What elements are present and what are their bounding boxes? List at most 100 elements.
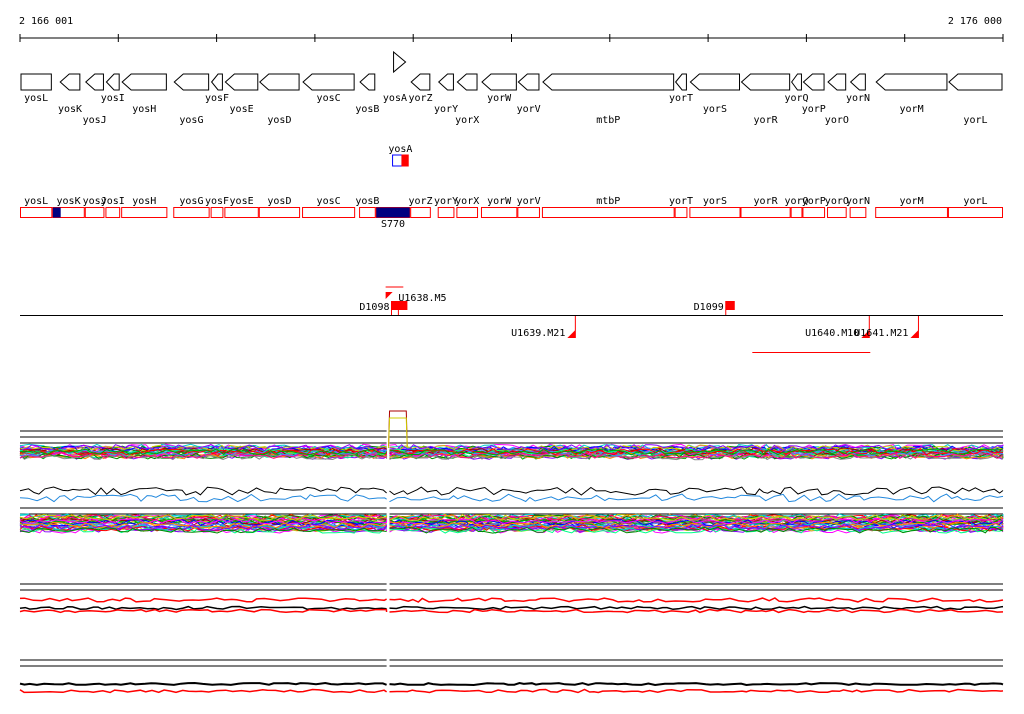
- gene-label-yorY: yorY: [434, 104, 458, 115]
- signal-line: [19, 448, 1004, 456]
- signal-line: [19, 526, 1004, 534]
- gene-arrow-yosD: [259, 73, 300, 91]
- feature-label-yosG: yosG: [179, 196, 203, 207]
- gene-label-yorM: yorM: [900, 104, 924, 115]
- gene-label-mtbP: mtbP: [596, 115, 620, 126]
- gene-label-yorL: yorL: [963, 115, 987, 126]
- feature-label-yosE: yosE: [230, 196, 254, 207]
- feature-label-yorN: yorN: [846, 196, 870, 207]
- feature-label-yosH: yosH: [132, 196, 156, 207]
- signal-tracks: [19, 410, 1004, 694]
- gene-arrow-yorQ: [791, 73, 802, 91]
- feature-label-yorZ: yorZ: [408, 196, 432, 207]
- feature-box-yorZ: [410, 207, 431, 218]
- gene-label-yosL: yosL: [24, 93, 48, 104]
- gene-arrow-yosK: [59, 73, 81, 91]
- feature-label-yorY: yorY: [434, 196, 458, 207]
- highlight-label: yosA: [388, 144, 412, 155]
- marker-label-D1099: D1099: [694, 302, 724, 313]
- feature-label-mtbP: mtbP: [596, 196, 620, 207]
- feature-label-yorW: yorW: [487, 196, 512, 207]
- feature-label-yosI: yosI: [101, 196, 125, 207]
- gene-arrow-yosI: [105, 73, 120, 91]
- feature-fill-S770: [376, 207, 410, 218]
- marker-label-U1640.M10: U1640.M10: [805, 328, 859, 339]
- marker-label-U1639.M21: U1639.M21: [511, 328, 565, 339]
- marker-D1099: [725, 301, 735, 310]
- highlight-box-red: [401, 154, 409, 167]
- gene-arrow-yosF: [210, 73, 223, 91]
- feature-label-yosB: yosB: [355, 196, 379, 207]
- gene-arrow-yorL: [948, 73, 1003, 91]
- gene-label-yosF: yosF: [205, 93, 229, 104]
- gene-arrow-yorO: [827, 73, 847, 91]
- feature-box-yorM: [875, 207, 948, 218]
- gene-label-yosH: yosH: [132, 104, 156, 115]
- gene-label-yorQ: yorQ: [785, 93, 809, 104]
- gene-arrow-yosJ: [85, 73, 104, 91]
- feature-box-yorO: [827, 207, 847, 218]
- signal-line-red: [19, 608, 1004, 614]
- gene-label-yosE: yosE: [230, 104, 254, 115]
- feature-box-yorQ: [790, 207, 803, 218]
- gene-label-yosA: yosA: [383, 93, 407, 104]
- gene-arrow-yosC: [302, 73, 355, 91]
- gene-arrow-yosG: [173, 73, 210, 91]
- gene-arrow-yorZ: [410, 73, 431, 91]
- gene-arrow-yorT: [675, 73, 687, 91]
- gene-label-yosI: yosI: [101, 93, 125, 104]
- gene-arrow-yorY: [437, 73, 454, 91]
- gene-label-yosK: yosK: [58, 104, 82, 115]
- feature-box-yosL: [20, 207, 53, 218]
- signal-line-red: [19, 597, 1004, 603]
- marker-U1641.M21: [910, 330, 919, 338]
- gene-arrow-yorM: [875, 73, 948, 91]
- marker-U1639.M21: [567, 330, 576, 338]
- signal-line: [19, 452, 1004, 460]
- feature-box-yosB: [359, 207, 376, 218]
- gene-label-yorZ: yorZ: [408, 93, 432, 104]
- feature-label-yosK: yosK: [57, 196, 81, 207]
- gene-label-yorT: yorT: [669, 93, 693, 104]
- signal-line-black: [19, 605, 1004, 611]
- gene-label-yorV: yorV: [517, 104, 541, 115]
- gene-arrow-yorW: [481, 73, 517, 91]
- feature-box-yorR: [740, 207, 791, 218]
- feature-box-yosJ: [84, 207, 105, 218]
- feature-box-yorY: [437, 207, 455, 218]
- gene-arrow-yosA: [393, 50, 407, 74]
- marker-label-U1638.M5: U1638.M5: [398, 293, 446, 304]
- marker-track: D1098 U1638.M5 D1099 U1639.M21 U1640.M10U164…: [20, 286, 1003, 353]
- feature-label-yorT: yorT: [669, 196, 693, 207]
- gene-label-yorP: yorP: [802, 104, 826, 115]
- feature-label-yorL: yorL: [963, 196, 987, 207]
- feature-box-yorP: [802, 207, 826, 218]
- signal-line-black: [19, 486, 1004, 496]
- gene-arrow-yorS: [689, 73, 741, 91]
- ruler-ticks: [19, 34, 1004, 42]
- gene-arrow-yorX: [456, 73, 478, 91]
- feature-box-yorV: [517, 207, 540, 218]
- gene-arrow-yosL: [20, 73, 52, 91]
- feature-label-yorS: yorS: [703, 196, 727, 207]
- ruler-end-label: 2 176 000: [948, 16, 1002, 27]
- coordinate-ruler: 2 166 001 2 176 000: [19, 16, 1004, 42]
- gene-label-yosC: yosC: [317, 93, 341, 104]
- gene-arrow-yorV: [517, 73, 540, 91]
- marker-label-U1641.M21: U1641.M21: [854, 328, 908, 339]
- feature-box-yorW: [480, 207, 518, 218]
- marker-flag: [385, 292, 393, 299]
- feature-label-yorX: yorX: [455, 196, 479, 207]
- feature-label-yorM: yorM: [900, 196, 924, 207]
- yosA-highlight-track: yosA: [388, 144, 412, 167]
- gene-arrow-mtbP: [542, 73, 675, 91]
- marker-U1638.M5: [398, 301, 408, 310]
- marker-label-D1098: D1098: [359, 302, 389, 313]
- signal-peak: [388, 417, 408, 449]
- gene-label-yosB: yosB: [355, 104, 379, 115]
- feature-label-yorV: yorV: [517, 196, 541, 207]
- feature-box-yorS: [689, 207, 741, 218]
